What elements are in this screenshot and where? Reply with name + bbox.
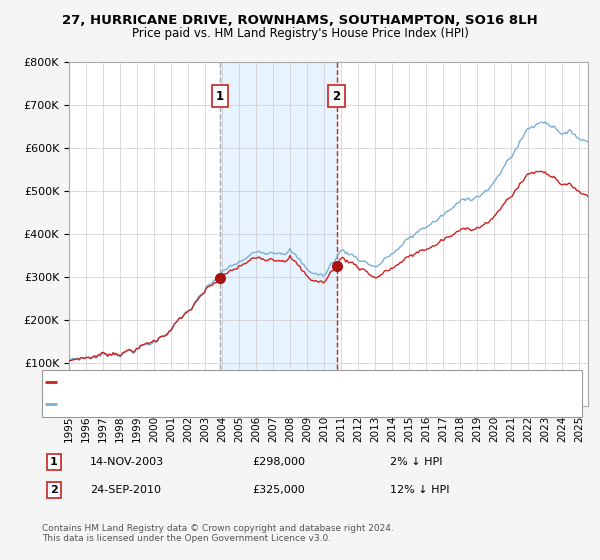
Text: Price paid vs. HM Land Registry's House Price Index (HPI): Price paid vs. HM Land Registry's House … [131,27,469,40]
Text: HPI: Average price, detached house, Test Valley: HPI: Average price, detached house, Test… [60,399,308,409]
Text: 27, HURRICANE DRIVE, ROWNHAMS, SOUTHAMPTON, SO16 8LH: 27, HURRICANE DRIVE, ROWNHAMS, SOUTHAMPT… [62,14,538,27]
Text: 1: 1 [216,90,224,102]
Text: £298,000: £298,000 [252,457,305,467]
Text: 27, HURRICANE DRIVE, ROWNHAMS, SOUTHAMPTON, SO16 8LH (detached house): 27, HURRICANE DRIVE, ROWNHAMS, SOUTHAMPT… [60,376,487,386]
Text: 2: 2 [50,485,58,495]
Text: 1: 1 [50,457,58,467]
Text: £325,000: £325,000 [252,485,305,495]
Text: 2: 2 [332,90,341,102]
Bar [220,62,337,406]
Text: Contains HM Land Registry data © Crown copyright and database right 2024.
This d: Contains HM Land Registry data © Crown c… [42,524,394,543]
Text: 14-NOV-2003: 14-NOV-2003 [90,457,164,467]
Text: 2% ↓ HPI: 2% ↓ HPI [390,457,443,467]
Text: 12% ↓ HPI: 12% ↓ HPI [390,485,449,495]
Text: 24-SEP-2010: 24-SEP-2010 [90,485,161,495]
